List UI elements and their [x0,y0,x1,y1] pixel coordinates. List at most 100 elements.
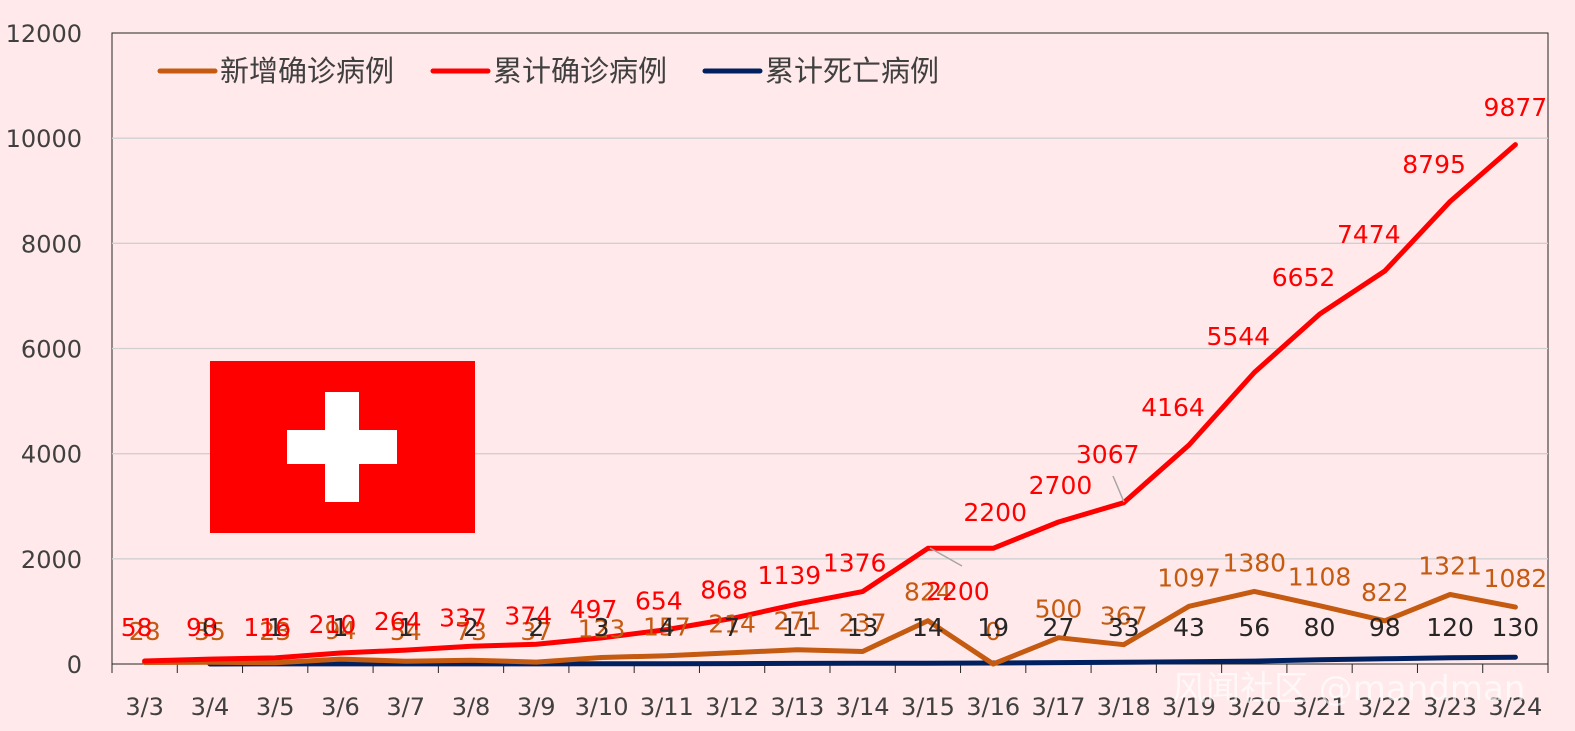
data-label: 2 [528,613,544,642]
data-label: 98 [1369,613,1401,642]
data-label: 1380 [1222,548,1286,577]
x-tick-label: 3/9 [517,693,556,721]
x-tick-label: 3/18 [1097,693,1151,721]
data-label: 19 [977,613,1009,642]
x-tick-label: 3/5 [256,693,295,721]
y-axis: 0 2000 4000 6000 8000 10000 12000 [6,20,82,679]
data-label: 23 [259,617,291,646]
data-label: 2 [463,613,479,642]
x-tick-label: 3/22 [1358,693,1412,721]
x-tick-label: 3/12 [705,693,759,721]
data-label: 374 [504,601,552,630]
x-tick-label: 3/13 [770,693,824,721]
data-label: 6652 [1272,263,1336,292]
x-tick-label: 3/17 [1032,693,1086,721]
y-tick-label: 4000 [21,441,82,469]
data-label: 210 [309,610,357,639]
x-tick-label: 3/19 [1162,693,1216,721]
x-tick-label: 3/16 [966,693,1020,721]
data-label: 868 [700,575,748,604]
data-label: 822 [1361,578,1409,607]
data-label: 1097 [1157,563,1221,592]
data-label: 214 [708,610,756,639]
data-label: 1 [398,613,414,642]
x-tick-label: 3/11 [640,693,694,721]
data-label: 93 [186,613,218,642]
data-label: 2700 [1029,471,1093,500]
data-label: 4164 [1141,393,1205,422]
series-line [142,142,1518,664]
data-label: 4 [659,613,675,642]
data-label: 130 [1492,613,1540,642]
data-label: 497 [570,595,618,624]
legend-label: 累计确诊病例 [493,54,667,88]
x-tick-label: 3/3 [125,693,164,721]
legend-label: 累计死亡病例 [765,54,939,88]
x-tick-label: 3/4 [191,693,230,721]
data-label: 7474 [1337,220,1401,249]
data-label: 271 [774,607,822,636]
x-tick-label: 3/8 [452,693,491,721]
data-label: 157 [643,613,691,642]
data-label: 3067 [1076,440,1140,469]
data-label: 8795 [1402,150,1466,179]
series-line [207,654,1518,667]
data-label: 7 [724,613,740,642]
data-label: 2200 [926,577,990,606]
y-tick-label: 12000 [6,20,82,48]
x-axis: 3/3 3/4 3/5 3/6 3/7 3/8 3/9 3/10 3/11 3/12 3/13 3/1… [111,664,1549,721]
data-label: 13 [847,613,879,642]
leader-line [929,547,963,567]
data-label: 237 [839,609,887,638]
data-label: 58 [121,613,153,642]
x-tick-label: 3/14 [836,693,890,721]
data-label: 73 [455,617,487,646]
data-label: 9877 [1484,93,1548,122]
data-label: 0 [202,613,218,642]
y-tick-label: 10000 [6,125,82,153]
legend: 新增确诊病例 累计确诊病例 累计死亡病例 [157,54,939,88]
flag-cross-horizontal [287,430,397,464]
y-tick-label: 2000 [21,546,82,574]
data-label: 654 [635,587,683,616]
leader-line [1112,475,1125,503]
data-label: 1 [333,613,349,642]
data-label: 35 [194,617,226,646]
data-label: 337 [439,603,487,632]
x-tick-label: 3/15 [901,693,955,721]
x-tick-label: 3/20 [1227,693,1281,721]
watermark: 风闻社区 @mandman [1172,669,1525,709]
x-tick-label: 3/23 [1423,693,1477,721]
y-tick-label: 8000 [21,230,82,258]
data-label: 3 [594,613,610,642]
data-label: 2200 [963,498,1027,527]
swiss-flag [210,361,475,533]
data-label: 1108 [1288,563,1352,592]
x-tick-label: 3/24 [1488,693,1542,721]
data-label: 80 [1304,613,1336,642]
x-tick-label: 3/7 [386,693,425,721]
x-tick-label: 3/21 [1293,693,1347,721]
data-label: 28 [129,617,161,646]
data-label: 0 [985,617,1001,646]
data-label: 116 [243,613,291,642]
series-lines [142,142,1518,667]
legend-label: 新增确诊病例 [220,54,394,88]
data-label: 11 [781,613,813,642]
data-label: 123 [578,615,626,644]
x-tick-label: 3/10 [575,693,629,721]
data-label: 37 [520,617,552,646]
series-line [142,588,1518,667]
data-label: 1139 [758,561,822,590]
y-tick-label: 0 [67,651,82,679]
data-label: 27 [1043,613,1075,642]
data-label: 1082 [1484,564,1548,593]
data-label: 33 [1108,613,1140,642]
data-label: 1 [267,613,283,642]
data-label: 94 [325,616,357,645]
data-label: 14 [912,613,944,642]
data-label: 56 [1238,613,1270,642]
x-tick-label: 3/6 [321,693,360,721]
